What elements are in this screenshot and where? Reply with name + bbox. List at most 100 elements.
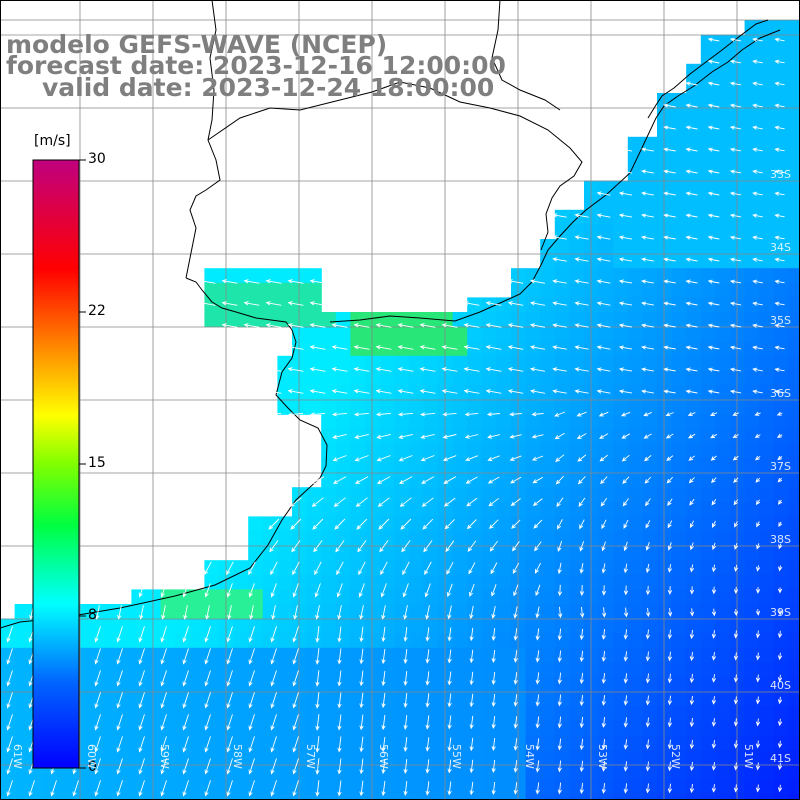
wind-cell <box>715 662 731 678</box>
wind-cell <box>146 750 162 766</box>
wind-cell <box>306 385 322 401</box>
wind-arrow <box>598 411 609 417</box>
wind-cell <box>554 764 570 780</box>
wind-cell <box>788 720 800 736</box>
wind-cell <box>598 472 614 488</box>
wind-cell <box>335 326 351 342</box>
wind-cell <box>598 487 614 503</box>
wind-arrow <box>315 670 320 687</box>
wind-cell <box>584 326 600 342</box>
wind-cell <box>788 443 800 459</box>
wind-cell <box>773 750 789 766</box>
wind-cell <box>365 574 381 590</box>
wind-cell <box>744 706 760 722</box>
wind-arrow <box>248 758 255 775</box>
wind-cell <box>452 545 468 561</box>
wind-arrow <box>423 540 433 553</box>
wind-cell <box>379 428 395 444</box>
wind-cell <box>598 297 614 313</box>
wind-arrow <box>777 784 783 793</box>
wind-cell <box>423 706 439 722</box>
wind-cell <box>525 633 541 649</box>
wind-cell <box>438 793 454 800</box>
wind-cell <box>335 750 351 766</box>
wind-cell <box>715 268 731 284</box>
wind-arrow <box>733 652 739 661</box>
wind-arrow <box>643 455 652 462</box>
wind-cell <box>511 443 527 459</box>
wind-arrow <box>574 323 589 328</box>
wind-cell <box>540 793 556 800</box>
wind-cell <box>496 414 512 430</box>
wind-cell <box>262 647 278 663</box>
wind-cell <box>788 501 800 517</box>
wind-cell <box>569 399 585 415</box>
wind-cell <box>452 793 468 800</box>
wind-cell <box>379 531 395 547</box>
wind-cell <box>584 180 600 196</box>
wind-cell <box>613 604 629 620</box>
wind-arrow <box>226 736 233 753</box>
wind-cell <box>642 312 658 328</box>
wind-cell <box>657 399 673 415</box>
wind-arrow <box>579 738 584 751</box>
wind-cell <box>686 458 702 474</box>
wind-arrow <box>685 169 698 174</box>
wind-cell <box>788 735 800 751</box>
wind-cell <box>481 545 497 561</box>
wind-arrow <box>685 323 698 328</box>
wind-arrow <box>623 607 629 618</box>
wind-cell <box>219 647 235 663</box>
wind-cell <box>408 706 424 722</box>
lon-label-55w: 55W <box>450 744 463 769</box>
wind-cell <box>686 487 702 503</box>
wind-arrow <box>645 739 650 750</box>
wind-cell <box>598 428 614 444</box>
wind-cell <box>321 472 337 488</box>
wind-arrow <box>574 213 589 218</box>
wind-arrow <box>424 583 431 598</box>
wind-cell <box>335 662 351 678</box>
wind-cell <box>511 779 527 795</box>
wind-cell <box>759 122 775 138</box>
wind-cell <box>467 735 483 751</box>
wind-cell <box>394 428 410 444</box>
wind-arrow <box>138 780 145 797</box>
wind-cell <box>642 472 658 488</box>
wind-cell <box>773 239 789 255</box>
wind-cell <box>408 618 424 634</box>
wind-arrow <box>403 693 408 708</box>
wind-cell <box>598 647 614 663</box>
wind-cell <box>365 531 381 547</box>
lon-label-61w: 61W <box>11 744 24 769</box>
wind-cell <box>350 750 366 766</box>
wind-arrow <box>337 692 342 709</box>
wind-arrow <box>774 147 785 152</box>
wind-arrow <box>623 673 628 684</box>
wind-cell <box>262 677 278 693</box>
wind-arrow <box>353 345 370 350</box>
wind-cell <box>175 720 191 736</box>
wind-arrow <box>711 608 717 617</box>
wind-cell <box>116 691 132 707</box>
wind-cell <box>686 516 702 532</box>
wind-cell <box>598 326 614 342</box>
wind-arrow <box>689 673 695 684</box>
wind-cell <box>730 779 746 795</box>
wind-cell <box>759 560 775 576</box>
lat-label-40s: 40S <box>770 679 791 692</box>
wind-cell <box>467 720 483 736</box>
wind-arrow <box>599 454 608 462</box>
wind-cell <box>627 282 643 298</box>
wind-cell <box>627 647 643 663</box>
wind-arrow <box>734 542 739 550</box>
wind-cell <box>452 326 468 342</box>
wind-cell <box>481 355 497 371</box>
wind-cell <box>759 34 775 50</box>
wind-cell <box>248 677 264 693</box>
wind-cell <box>277 282 293 298</box>
wind-cell <box>365 370 381 386</box>
wind-arrow <box>755 477 761 483</box>
wind-cell <box>423 501 439 517</box>
wind-arrow <box>243 301 260 306</box>
